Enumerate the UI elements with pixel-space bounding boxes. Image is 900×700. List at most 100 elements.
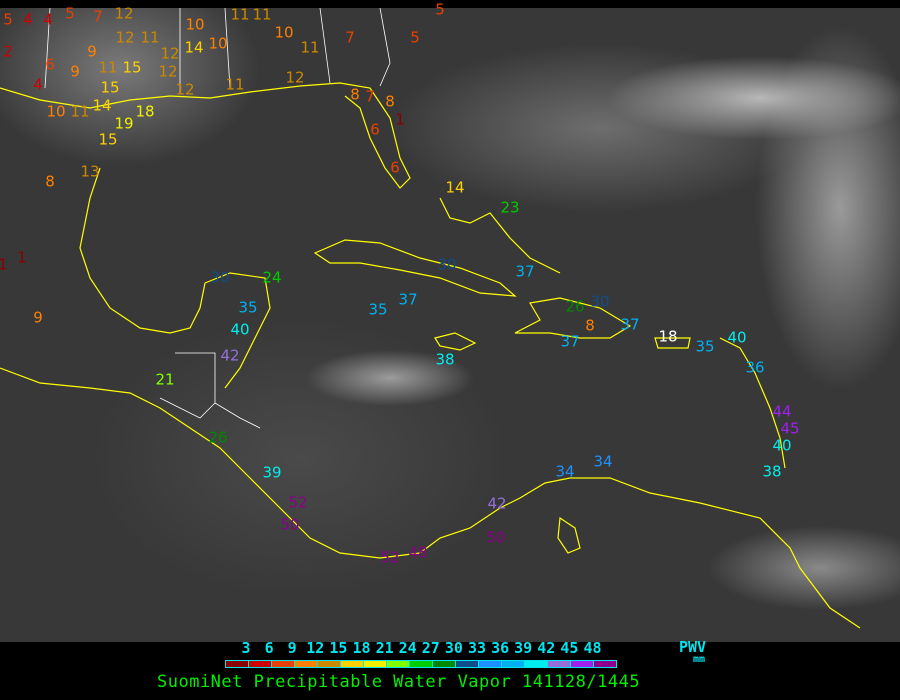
lesser-antilles	[719, 337, 786, 469]
station-pwv-value: 30	[437, 255, 457, 274]
cuba	[313, 239, 517, 297]
color-legend: 3 6 9 12 15 18 21 24 27 30 33 36 39 42 45 48 PWV mm Suo…	[0, 638, 900, 700]
jamaica	[434, 332, 477, 351]
station-pwv-value: 35	[368, 300, 388, 319]
legend-tick-label: 39	[514, 639, 533, 657]
station-pwv-value: 12	[115, 28, 135, 47]
station-pwv-value: 9	[87, 42, 97, 61]
legend-color-cell	[272, 661, 295, 667]
station-pwv-value: 5	[65, 4, 75, 23]
station-pwv-value: 15	[122, 58, 142, 77]
legend-color-cell	[318, 661, 341, 667]
us-state-borders	[44, 8, 391, 93]
station-pwv-value: 7	[345, 28, 355, 47]
station-pwv-value: 5	[3, 10, 13, 29]
station-pwv-value: 2	[3, 42, 13, 61]
pacific-coast	[0, 367, 861, 629]
legend-unit-label: PWV	[679, 638, 707, 656]
station-pwv-value: 38	[435, 350, 455, 369]
legend-tick-label: 30	[444, 639, 463, 657]
station-pwv-value: 12	[158, 62, 178, 81]
station-pwv-value: 10	[185, 15, 205, 34]
legend-color-cell	[433, 661, 456, 667]
station-pwv-value: 11	[70, 102, 90, 121]
station-pwv-value: 6	[45, 55, 55, 74]
legend-color-cell	[410, 661, 433, 667]
legend-color-cell	[249, 661, 272, 667]
legend-color-cell	[525, 661, 548, 667]
station-pwv-value: 11	[225, 75, 245, 94]
station-pwv-value: 48	[408, 543, 428, 562]
legend-color-cell	[364, 661, 387, 667]
legend-color-cell	[387, 661, 410, 667]
station-pwv-value: 7	[93, 7, 103, 26]
station-pwv-value: 14	[184, 38, 204, 57]
station-pwv-value: 8	[350, 85, 360, 104]
legend-color-cell	[548, 661, 571, 667]
venezuela-lake	[557, 516, 581, 554]
legend-tick-label: 24	[398, 639, 417, 657]
station-pwv-value: 10	[274, 23, 294, 42]
bahamas	[439, 197, 561, 274]
legend-tick-label: 12	[306, 639, 325, 657]
station-pwv-value: 50	[486, 528, 506, 547]
legend-tick-label: 3	[241, 639, 251, 657]
station-pwv-value: 23	[500, 198, 520, 217]
gulf-coast	[0, 82, 411, 189]
station-pwv-value: 37	[398, 290, 418, 309]
station-pwv-value: 14	[445, 178, 465, 197]
station-pwv-value: 4	[43, 10, 53, 29]
legend-color-cell	[594, 661, 616, 667]
station-pwv-value: 38	[762, 462, 782, 481]
legend-tick-label: 36	[491, 639, 510, 657]
station-pwv-value: 19	[114, 114, 134, 133]
legend-tick-label: 6	[264, 639, 274, 657]
station-pwv-value: 35	[695, 337, 715, 356]
legend-color-bar	[225, 660, 617, 668]
station-pwv-value: 8	[45, 172, 55, 191]
station-pwv-value: 1	[0, 255, 8, 274]
station-pwv-value: 10	[208, 34, 228, 53]
station-pwv-value: 21	[155, 370, 175, 389]
station-pwv-value: 14	[92, 96, 112, 115]
station-pwv-value: 39	[262, 463, 282, 482]
station-pwv-value: 4	[33, 75, 43, 94]
central-america-borders	[159, 352, 261, 429]
station-pwv-value: 40	[230, 320, 250, 339]
puerto-rico	[654, 337, 691, 349]
station-pwv-value: 26	[208, 428, 228, 447]
station-pwv-value: 4	[23, 10, 33, 29]
station-pwv-value: 42	[487, 494, 507, 513]
legend-unit-mm: mm	[693, 654, 706, 665]
station-pwv-value: 37	[620, 315, 640, 334]
station-pwv-value: 11	[300, 38, 320, 57]
legend-tick-label: 27	[421, 639, 440, 657]
station-pwv-value: 34	[555, 462, 575, 481]
legend-tick-label: 21	[375, 639, 394, 657]
station-pwv-value: 44	[772, 402, 792, 421]
legend-color-cell	[341, 661, 364, 667]
station-pwv-value: 18	[658, 327, 678, 346]
legend-tick-label: 42	[537, 639, 556, 657]
station-pwv-value: 37	[515, 262, 535, 281]
station-pwv-value: 26	[565, 297, 585, 316]
legend-color-cell	[502, 661, 525, 667]
station-pwv-value: 1	[395, 110, 405, 129]
coastline-overlay	[0, 8, 861, 629]
station-pwv-value: 11	[140, 28, 160, 47]
station-pwv-value: 30	[210, 268, 230, 287]
legend-tick-label: 15	[329, 639, 348, 657]
station-pwv-value: 50	[280, 515, 300, 534]
station-pwv-value: 40	[727, 328, 747, 347]
station-pwv-value: 9	[70, 62, 80, 81]
station-pwv-value: 8	[385, 92, 395, 111]
hispaniola	[514, 297, 632, 339]
station-pwv-value: 11	[98, 58, 118, 77]
station-pwv-value: 30	[590, 292, 610, 311]
station-pwv-value: 6	[390, 158, 400, 177]
station-pwv-value: 5	[435, 0, 445, 19]
legend-tick-label: 45	[560, 639, 579, 657]
map-caption: SuomiNet Precipitable Water Vapor 141128…	[157, 672, 641, 692]
station-pwv-value: 9	[33, 308, 43, 327]
